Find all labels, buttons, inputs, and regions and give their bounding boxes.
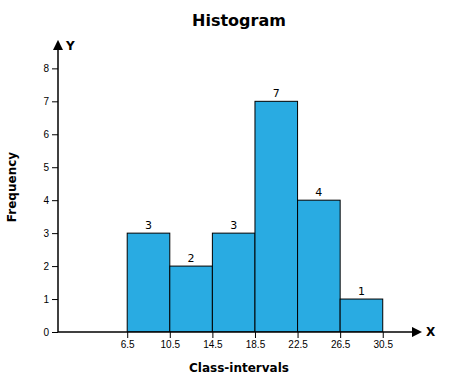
tick-label: 6 [43, 129, 49, 140]
plot: 6.5 10.5 14.5 18.5 22.5 26.5 30.5 0 1 2 3 4 5 6 7 8 3 2 3 7… [43, 39, 436, 351]
annotation: X [426, 325, 436, 339]
tick-mark [383, 332, 384, 338]
axis-line [57, 42, 59, 332]
tick-label: 3 [43, 228, 49, 239]
bar [298, 200, 341, 332]
y-axis-title: Frequency [5, 152, 19, 222]
x-axis: 6.5 10.5 14.5 18.5 22.5 26.5 30.5 [58, 332, 420, 350]
tick-label: 30.5 [374, 339, 394, 350]
tick: 14.5 [203, 332, 223, 350]
tick-mark [255, 332, 256, 338]
tick-mark [52, 68, 58, 69]
tick-mark [52, 332, 58, 333]
tick: 7 [43, 96, 58, 107]
tick: 5 [43, 162, 58, 173]
bars [127, 101, 383, 332]
tick: 30.5 [374, 332, 394, 350]
axis-line [58, 331, 420, 333]
tick: 1 [43, 294, 58, 305]
tick: 0 [43, 327, 58, 338]
tick-mark [52, 299, 58, 300]
data-label: 4 [315, 186, 322, 199]
tick-label: 2 [43, 261, 49, 272]
tick: 8 [43, 63, 58, 74]
x-axis-title: Class-intervals [189, 361, 289, 375]
annotation: Y [65, 39, 75, 53]
bar [340, 299, 383, 332]
data-label: 2 [188, 252, 195, 265]
tick-label: 8 [43, 63, 49, 74]
tick-label: 14.5 [203, 339, 223, 350]
tick: 6.5 [121, 332, 135, 350]
tick-mark [52, 101, 58, 102]
tick-label: 4 [43, 195, 49, 206]
tick-mark [52, 167, 58, 168]
data-label: 7 [273, 87, 280, 100]
chart: 6.5 10.5 14.5 18.5 22.5 26.5 30.5 0 1 2 3 4 5 6 7 8 3 2 3 7… [0, 0, 450, 384]
tick-mark [52, 134, 58, 135]
tick-mark [298, 332, 299, 338]
tick-mark [212, 332, 213, 338]
tick-label: 18.5 [246, 339, 266, 350]
tick: 3 [43, 228, 58, 239]
tick: 4 [43, 195, 58, 206]
y-axis: 0 1 2 3 4 5 6 7 8 [43, 42, 58, 338]
tick-label: 6.5 [121, 339, 135, 350]
tick-mark [52, 200, 58, 201]
bar [127, 233, 170, 332]
tick-label: 10.5 [161, 339, 181, 350]
tick-label: 26.5 [331, 339, 351, 350]
bar [255, 101, 298, 332]
tick: 26.5 [331, 332, 351, 350]
tick-label: 5 [43, 162, 49, 173]
data-label: 3 [145, 219, 152, 232]
tick: 6 [43, 129, 58, 140]
title: Histogram [192, 11, 286, 30]
bar [170, 266, 213, 332]
tick-mark [52, 233, 58, 234]
tick-label: 1 [43, 294, 49, 305]
data-labels: 3 2 3 7 4 1 [145, 87, 365, 298]
data-label: 3 [230, 219, 237, 232]
data-label: 1 [358, 285, 365, 298]
tick-label: 0 [43, 327, 49, 338]
tick-label: 7 [43, 96, 49, 107]
tick: 18.5 [246, 332, 266, 350]
tick-mark [170, 332, 171, 338]
tick-mark [340, 332, 341, 338]
tick-label: 22.5 [288, 339, 308, 350]
tick: 2 [43, 261, 58, 272]
tick-mark [52, 266, 58, 267]
bar [212, 233, 255, 332]
tick: 10.5 [161, 332, 181, 350]
tick: 22.5 [288, 332, 308, 350]
tick-mark [127, 332, 128, 338]
